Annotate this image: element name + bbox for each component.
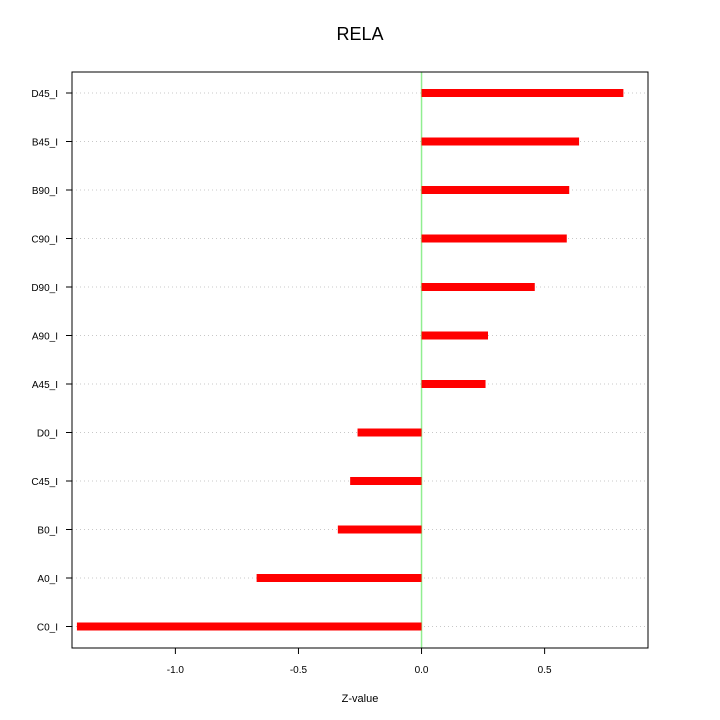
x-tick-label: -0.5 [290, 665, 308, 676]
grid-layer [72, 92, 648, 627]
y-tick-label: D90_I [31, 283, 58, 294]
x-tick-label: 0.5 [538, 665, 552, 676]
y-tick-label: D45_I [31, 89, 58, 100]
y-tick-label: B90_I [32, 186, 58, 197]
y-tick-label: A90_I [32, 332, 58, 343]
bar-c45-i [350, 477, 422, 485]
y-tick-label: B0_I [37, 526, 58, 537]
bar-a0-i [256, 574, 422, 582]
bar-b0-i [337, 525, 422, 534]
x-tick-label: 0.0 [415, 665, 429, 676]
y-tick-label: C0_I [37, 623, 58, 634]
bar-b90-i [421, 186, 570, 194]
y-tick-label: B45_I [32, 138, 58, 149]
x-tick-label: -1.0 [167, 665, 185, 676]
y-tick-label: C45_I [31, 477, 58, 488]
bar-d90-i [421, 283, 535, 291]
bar-a45-i [421, 380, 486, 388]
x-axis-label: Z-value [342, 693, 379, 705]
y-tick-label: C90_I [31, 235, 58, 246]
chart-title: RELA [336, 24, 383, 44]
y-axis: D45_I B45_I B90_I C90_I D90_I A90_I A45_I D0_I C… [31, 89, 72, 634]
bar-d45-i [421, 89, 624, 97]
plot-frame [71, 71, 649, 649]
y-tick-label: A0_I [37, 574, 58, 585]
x-axis: -1.0 -0.5 0.0 0.5 [167, 648, 552, 676]
bar-c90-i [421, 234, 567, 243]
bar-layer [76, 89, 624, 631]
bar-c0-i [76, 622, 422, 631]
bar-b45-i [421, 137, 580, 146]
y-tick-label: A45_I [32, 380, 58, 391]
y-tick-label: D0_I [37, 429, 58, 440]
bar-d0-i [357, 428, 422, 437]
bar-a90-i [421, 331, 488, 340]
